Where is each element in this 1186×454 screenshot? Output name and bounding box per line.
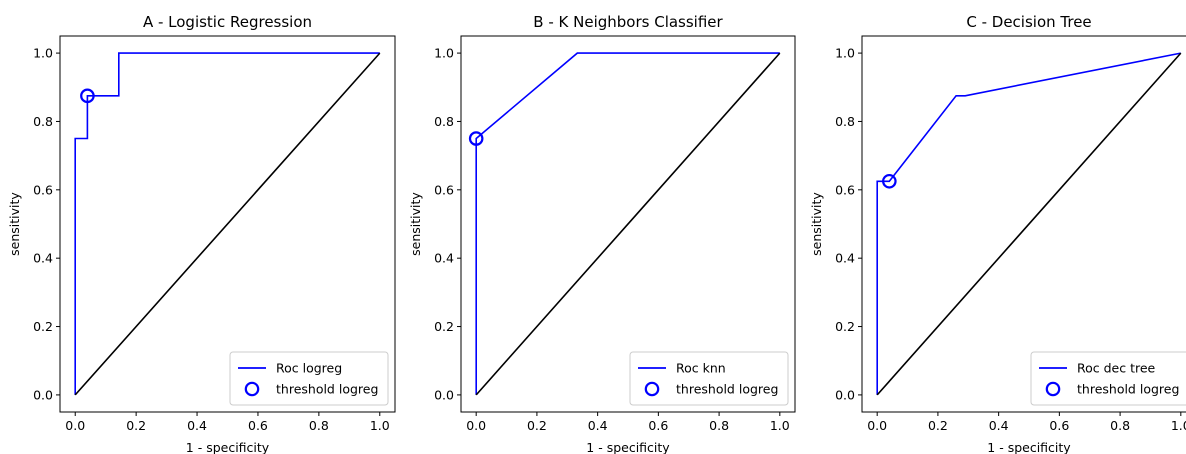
legend: Roc logreg threshold logreg [229,351,389,406]
threshold-marker [882,173,897,189]
roc-curve-line [74,52,380,395]
chance-diagonal-line [475,52,781,396]
x-tick-label: 0.0 [867,418,887,433]
x-tick-label: 1.0 [370,418,390,433]
roc-curve-line [876,52,1181,395]
axes-frame [460,35,796,413]
chart-panel-2: 0.0 0.0 0.2 0.2 0.4 0.4 0.6 0.6 0.8 0.8 1.0 1.0 C - … [809,13,1186,454]
legend-box [629,351,789,406]
chart-title: A - Logistic Regression [143,13,312,31]
y-tick-label: 1.0 [434,46,454,61]
x-tick-label: 0.2 [928,418,948,433]
y-axis-title: sensitivity [408,192,423,256]
x-tick-label: 0.2 [126,418,146,433]
y-axis-title: sensitivity [7,192,22,256]
chart-title: C - Decision Tree [966,13,1091,31]
legend-box [1030,351,1186,406]
y-tick-label: 0.2 [33,319,53,334]
axes-frame [59,35,396,413]
x-tick-label: 1.0 [770,418,790,433]
roc-curve-line [475,52,780,395]
legend-box [229,351,389,406]
y-tick-label: 0.8 [33,114,53,129]
x-tick-label: 0.8 [309,418,329,433]
x-tick-label: 0.0 [466,418,486,433]
legend: Roc dec tree threshold logreg [1030,351,1186,406]
y-tick-label: 0.4 [434,251,454,266]
threshold-marker [468,131,484,146]
x-tick-label: 0.2 [527,418,547,433]
x-tick-label: 1.0 [1171,418,1186,433]
legend: Roc knn threshold logreg [629,351,789,406]
chart-title: B - K Neighbors Classifier [533,13,723,31]
x-tick-label: 0.6 [648,418,668,433]
chance-diagonal-line [876,52,1182,396]
y-tick-label: 1.0 [835,46,855,61]
y-tick-label: 0.8 [835,114,855,129]
legend-marker-swatch [644,381,660,397]
legend-label: threshold logreg [676,382,778,397]
legend-label: threshold logreg [276,382,378,397]
legend-label: Roc logreg [276,361,342,376]
legend-label: threshold logreg [1077,382,1179,397]
legend-label: Roc dec tree [1077,361,1156,376]
chance-diagonal-line [74,52,381,396]
chart-panel-0: 0.0 0.0 0.2 0.2 0.4 0.4 0.6 0.6 0.8 0.8 1.0 1.0 A - … [7,13,396,454]
x-tick-label: 0.4 [989,418,1009,433]
y-tick-label: 0.0 [33,387,53,402]
y-tick-label: 0.6 [835,182,855,197]
threshold-marker [80,88,95,104]
x-axis-title: 1 - specificity [987,440,1071,454]
x-tick-label: 0.0 [65,418,85,433]
y-tick-label: 1.0 [33,46,53,61]
plot-area [876,52,1182,396]
y-tick-label: 0.4 [835,251,855,266]
y-tick-label: 0.0 [835,387,855,402]
plot-area [468,52,781,396]
y-tick-label: 0.6 [33,182,53,197]
x-axis-title: 1 - specificity [186,440,270,454]
x-tick-label: 0.6 [248,418,268,433]
y-tick-label: 0.4 [33,251,53,266]
legend-marker-swatch [1045,381,1061,397]
y-tick-label: 0.8 [434,114,454,129]
y-tick-label: 0.0 [434,387,454,402]
x-tick-label: 0.8 [709,418,729,433]
x-axis-title: 1 - specificity [586,440,670,454]
y-tick-label: 0.6 [434,182,454,197]
legend-label: Roc knn [676,361,726,376]
chart-panel-1: 0.0 0.0 0.2 0.2 0.4 0.4 0.6 0.6 0.8 0.8 1.0 1.0 B - … [408,13,796,454]
x-tick-label: 0.6 [1049,418,1069,433]
plot-area [74,52,381,396]
y-tick-label: 0.2 [835,319,855,334]
axes-frame [861,35,1186,413]
y-axis-title: sensitivity [809,192,824,256]
y-tick-label: 0.2 [434,319,454,334]
x-tick-label: 0.4 [588,418,608,433]
x-tick-label: 0.8 [1110,418,1130,433]
legend-marker-swatch [244,381,260,397]
x-tick-label: 0.4 [187,418,207,433]
